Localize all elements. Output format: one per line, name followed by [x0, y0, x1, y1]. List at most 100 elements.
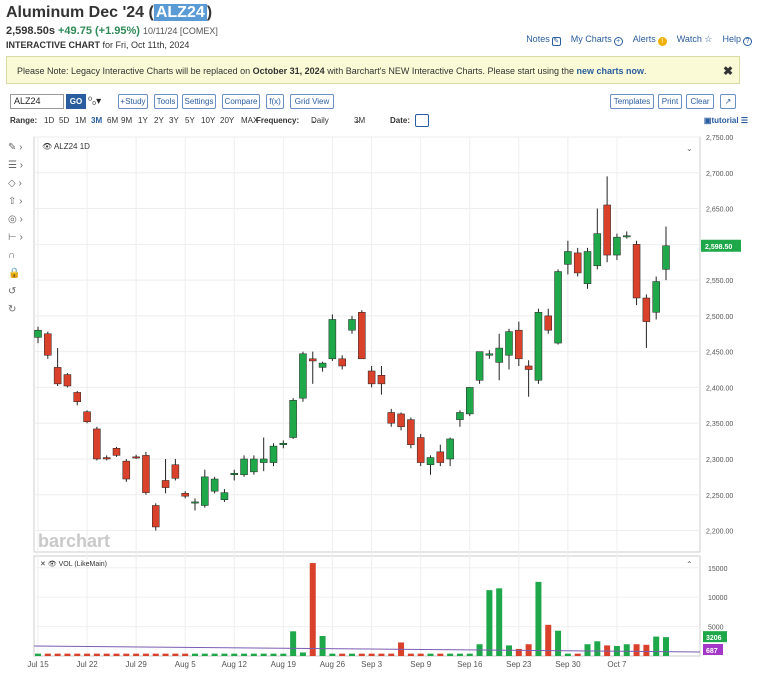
settings-button[interactable]: Settings [182, 94, 216, 109]
volume-bar [476, 644, 483, 656]
tools-button[interactable]: Tools [154, 94, 178, 109]
redo-icon[interactable]: ↻ [8, 304, 17, 315]
print-button[interactable]: Print [658, 94, 682, 109]
range-6m[interactable]: 6M [107, 116, 119, 125]
lock-icon[interactable]: 🔒 [8, 268, 21, 279]
candle [279, 442, 288, 445]
grid-view-button[interactable]: Grid View [290, 94, 334, 109]
volume-bar [584, 644, 591, 656]
magnet-icon[interactable]: ∩ [8, 250, 16, 261]
candle [505, 331, 513, 356]
range-label: Range: [10, 116, 38, 125]
volume-bar [182, 653, 189, 656]
volume-bar [299, 652, 306, 656]
range-5y[interactable]: 5Y [185, 116, 195, 125]
range-2y[interactable]: 2Y [154, 116, 164, 125]
volume-bar [84, 653, 91, 656]
compare-button[interactable]: Compare [222, 94, 260, 109]
alert-icon: ! [657, 37, 667, 46]
fx-button[interactable]: f(x) [266, 94, 284, 109]
candle [240, 458, 248, 475]
tutorial-link[interactable]: ▣tutorial ☰ [703, 116, 748, 125]
clear-button[interactable]: Clear [686, 94, 714, 109]
volume-bar [172, 653, 179, 656]
candle [485, 353, 494, 356]
volume-bar [133, 653, 140, 656]
volume-bar [221, 653, 228, 656]
study-button[interactable]: +Study [118, 94, 148, 109]
help-link[interactable]: Help? [722, 34, 752, 46]
candle [289, 400, 297, 438]
range-max[interactable]: MAX [241, 116, 259, 125]
frequency-select[interactable]: Daily ⌄ [311, 116, 329, 125]
volume-bar [506, 645, 512, 656]
volume-bar [515, 648, 522, 656]
candle [299, 353, 307, 399]
range-10y[interactable]: 10Y [201, 116, 216, 125]
range-20y[interactable]: 20Y [220, 116, 235, 125]
templates-button[interactable]: Templates [610, 94, 654, 109]
range-1d[interactable]: 1D [44, 116, 55, 125]
volume-bar [319, 636, 326, 656]
candle [623, 235, 631, 238]
shapes-icon[interactable]: ◇ › [8, 178, 22, 189]
volume-bar [388, 653, 395, 656]
volume-bar [54, 653, 61, 656]
range-5d[interactable]: 5D [59, 116, 70, 125]
candle [191, 501, 199, 504]
chart-subtitle: INTERACTIVE CHART for Fri, Oct 11th, 202… [6, 40, 190, 50]
x-tick-label: Oct 7 [607, 660, 627, 669]
candle [652, 281, 660, 313]
close-icon[interactable]: ✖ [722, 64, 733, 78]
candle [613, 236, 621, 256]
target-icon[interactable]: ◎ › [8, 214, 23, 225]
candle [338, 358, 346, 367]
range-1y[interactable]: 1Y [138, 116, 148, 125]
candle [34, 329, 42, 338]
quote-header: Aluminum Dec '24 (ALZ24) 2,598.50s +49.7… [6, 2, 752, 54]
candle [642, 297, 651, 322]
lines-icon[interactable]: ☰ › [8, 160, 24, 171]
arrow-icon[interactable]: ⇧ › [8, 196, 23, 207]
compare-icon[interactable]: ⁰₀▾ [88, 96, 102, 107]
notes-link[interactable]: Notes ✎ [526, 34, 561, 46]
volume-bar [633, 644, 640, 656]
volume-bar [456, 653, 463, 656]
my-charts-link[interactable]: My Charts + [571, 34, 623, 46]
volume-bar [407, 653, 414, 656]
candle [515, 329, 523, 360]
candle [328, 319, 337, 360]
volume-bar [142, 653, 149, 656]
candle [632, 244, 641, 299]
calendar-icon[interactable] [415, 114, 429, 127]
range-1m[interactable]: 1M [75, 116, 87, 125]
pencil-icon[interactable]: ✎ › [8, 142, 23, 153]
period-select[interactable]: 3M ⌄ [354, 116, 366, 125]
volume-bar [613, 646, 620, 656]
price-series-label: 👁 ALZ24 1D [42, 142, 90, 151]
range-3y[interactable]: 3Y [169, 116, 179, 125]
candle [132, 456, 140, 459]
candle [456, 412, 464, 420]
volume-bar [358, 653, 365, 656]
go-button[interactable]: GO [66, 94, 86, 109]
watch-link[interactable]: Watch ☆ [676, 34, 713, 44]
volume-bar [270, 653, 277, 656]
candle [583, 251, 592, 284]
symbol-input[interactable]: ALZ24 [10, 94, 64, 109]
new-charts-link[interactable]: new charts now [576, 66, 645, 76]
volume-bar [349, 653, 355, 656]
candle [142, 455, 150, 493]
candle [377, 375, 386, 385]
candle [161, 480, 170, 488]
volume-bar [152, 653, 159, 656]
undo-icon[interactable]: ↺ [8, 286, 17, 297]
candle [544, 315, 552, 331]
alerts-link[interactable]: Alerts! [633, 34, 667, 46]
range-bar: Range: Frequency: Daily ⌄ 3M ⌄ Date: 1D 5… [10, 114, 748, 128]
expand-icon[interactable]: ↗ [720, 94, 736, 109]
candle [73, 392, 81, 402]
range-9m[interactable]: 9M [121, 116, 133, 125]
measure-icon[interactable]: ⊢ › [8, 232, 23, 243]
range-3m[interactable]: 3M [91, 116, 103, 125]
